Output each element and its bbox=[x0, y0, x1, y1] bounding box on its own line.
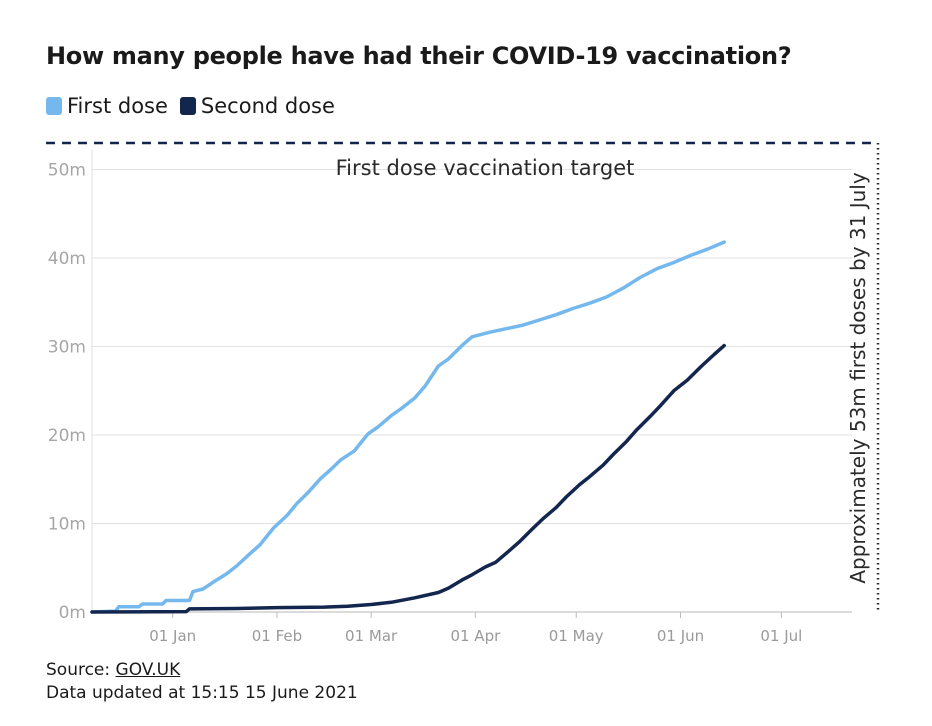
y-tick-label: 50m bbox=[48, 161, 86, 181]
y-tick-label: 20m bbox=[48, 426, 86, 446]
y-tick-label: 30m bbox=[48, 338, 86, 358]
x-tick-label: 01 May bbox=[549, 627, 604, 645]
legend-item-second-dose: Second dose bbox=[179, 94, 335, 118]
y-tick-label: 0m bbox=[59, 603, 86, 623]
x-tick-label: 01 Feb bbox=[252, 627, 302, 645]
legend-label-second-dose: Second dose bbox=[200, 94, 335, 118]
updated-timestamp: Data updated at 15:15 15 June 2021 bbox=[46, 683, 358, 703]
y-tick-label: 10m bbox=[48, 515, 86, 535]
target-label: First dose vaccination target bbox=[336, 156, 635, 180]
source-prefix: Source: bbox=[46, 660, 116, 680]
source-line: Source: GOV.UK bbox=[46, 660, 180, 680]
series-line-second-dose bbox=[90, 343, 726, 614]
series-line-first-dose bbox=[90, 240, 726, 614]
y-tick-label: 40m bbox=[48, 249, 86, 269]
legend: First dose Second dose bbox=[46, 94, 347, 118]
first-dose-swatch-icon bbox=[46, 97, 62, 115]
source-link[interactable]: GOV.UK bbox=[115, 660, 181, 680]
legend-item-first-dose: First dose bbox=[46, 94, 168, 118]
x-tick-label: 01 Jul bbox=[760, 627, 802, 645]
x-tick-label: 01 Jun bbox=[657, 627, 704, 645]
legend-label-first-dose: First dose bbox=[67, 94, 168, 118]
deadline-label: Approximately 53m first doses by 31 July bbox=[846, 172, 870, 583]
x-tick-label: 01 Jan bbox=[149, 627, 196, 645]
x-tick-label: 01 Mar bbox=[345, 627, 398, 645]
x-tick-label: 01 Apr bbox=[450, 627, 501, 645]
chart-title: How many people have had their COVID-19 … bbox=[46, 42, 792, 70]
second-dose-swatch-icon bbox=[179, 97, 196, 115]
